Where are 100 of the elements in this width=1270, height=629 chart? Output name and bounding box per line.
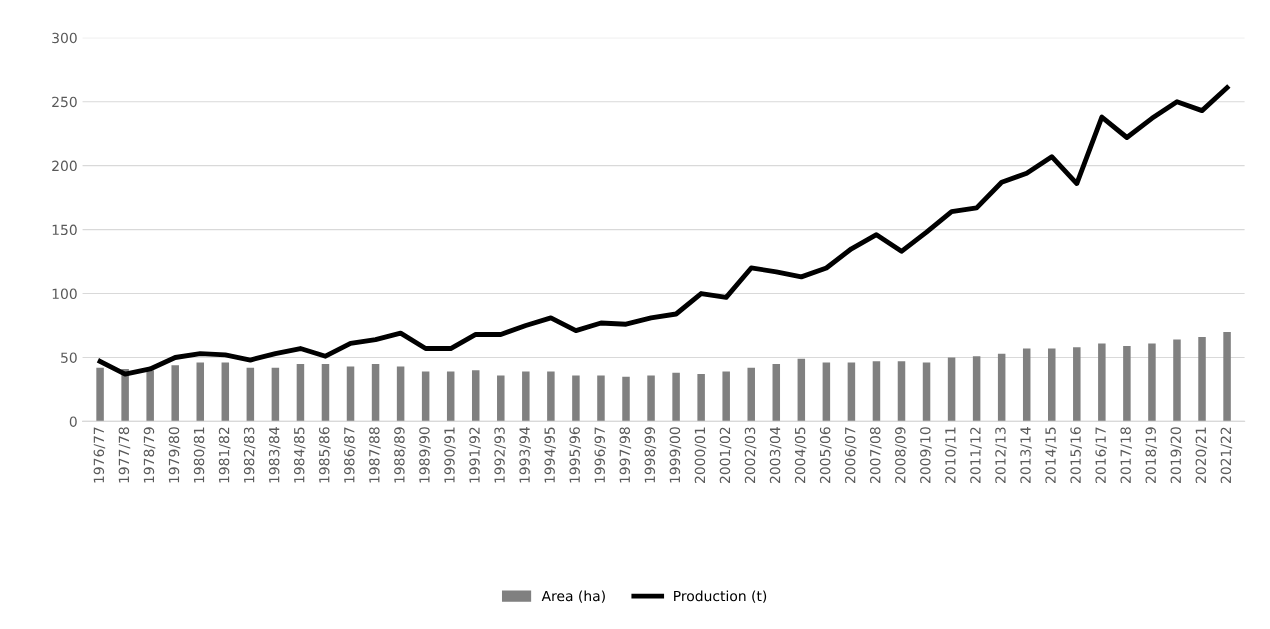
bar	[572, 375, 580, 422]
x-tick-label: 1981/82	[218, 427, 231, 483]
x-tick-label: 2014/15	[1045, 427, 1057, 483]
bar	[672, 372, 680, 422]
bar	[972, 356, 981, 422]
bar	[597, 375, 605, 422]
bar	[1048, 348, 1056, 422]
x-tick-label: 1983/84	[268, 427, 281, 483]
bar	[497, 375, 505, 422]
bar	[296, 363, 305, 422]
bar	[822, 362, 831, 422]
x-tick-label: 1989/90	[419, 427, 431, 483]
bar	[346, 366, 355, 422]
bar	[922, 362, 931, 422]
x-tick-label: 2008/09	[895, 427, 907, 483]
x-tick-label: 2003/04	[769, 427, 782, 483]
legend-label: Production (t)	[674, 590, 767, 603]
x-tick-label: 2015/16	[1070, 427, 1082, 483]
bar	[246, 367, 255, 422]
x-tick-label: 2019/20	[1170, 427, 1183, 483]
bar	[171, 365, 179, 422]
bar	[446, 371, 455, 422]
x-tick-label: 1987/88	[369, 427, 381, 483]
bar	[1198, 337, 1206, 422]
x-tick-label: 1995/96	[569, 427, 582, 483]
bar	[146, 370, 154, 422]
bar	[221, 362, 230, 422]
bar	[997, 353, 1006, 422]
y-tick-label: 250	[52, 96, 77, 108]
x-tick-label: 1985/86	[319, 427, 331, 483]
bar	[772, 363, 781, 422]
y-tick-label: 0	[69, 416, 77, 427]
bar	[522, 371, 530, 422]
bar	[396, 366, 405, 422]
x-tick-label: 1980/81	[193, 427, 206, 483]
bar	[1173, 339, 1181, 422]
bar	[847, 362, 856, 422]
x-tick-label: 1982/83	[243, 427, 256, 483]
bar	[471, 370, 480, 422]
x-tick-label: 2010/11	[945, 427, 957, 483]
x-tick-label: 2017/18	[1120, 427, 1133, 483]
bar	[722, 371, 730, 422]
bar	[121, 368, 129, 422]
bar	[371, 363, 380, 422]
bar	[622, 376, 630, 422]
bar	[897, 361, 906, 422]
bar	[421, 371, 430, 422]
x-tick-label: 1976/77	[93, 427, 106, 483]
bar	[196, 362, 205, 422]
legend-label: Area (ha)	[541, 590, 605, 603]
x-tick-label: 1992/93	[494, 427, 506, 483]
x-tick-label: 2012/13	[995, 427, 1007, 483]
x-tick-label: 1990/91	[444, 427, 456, 483]
bar	[1073, 347, 1081, 422]
bar	[1123, 345, 1131, 422]
x-tick-label: 1996/97	[594, 427, 607, 483]
bar	[947, 357, 956, 422]
y-tick-label: 150	[52, 224, 77, 236]
x-tick-label: 1979/80	[168, 427, 181, 483]
bar	[797, 358, 806, 422]
x-tick-label: 1977/78	[118, 427, 131, 483]
bar	[697, 374, 705, 422]
x-tick-label: 1999/00	[669, 427, 682, 483]
x-tick-label: 2005/06	[819, 427, 832, 483]
y-tick-label: 300	[52, 32, 77, 44]
bar	[1223, 331, 1231, 422]
bar	[96, 367, 104, 422]
x-tick-label: 2001/02	[719, 427, 732, 483]
x-tick-label: 2007/08	[869, 427, 882, 483]
bar	[1148, 343, 1156, 422]
bar	[547, 371, 555, 422]
x-tick-label: 2020/21	[1195, 427, 1208, 483]
x-tick-label: 1997/98	[619, 427, 632, 483]
bar	[747, 367, 755, 422]
x-tick-label: 2006/07	[844, 427, 857, 483]
x-tick-label: 2018/19	[1145, 427, 1158, 483]
line-series	[97, 85, 1230, 377]
x-tick-label: 2013/14	[1020, 427, 1032, 483]
x-tick-label: 2009/10	[920, 427, 932, 483]
x-tick-label: 1991/92	[469, 427, 481, 483]
x-tick-label: 1988/89	[394, 427, 406, 483]
x-tick-label: 2021/22	[1220, 427, 1233, 483]
x-tick-label: 1984/85	[293, 427, 306, 483]
y-tick-label: 200	[52, 160, 77, 172]
x-tick-label: 1994/95	[544, 427, 556, 483]
y-tick-label: 100	[52, 288, 77, 300]
x-tick-label: 1986/87	[344, 427, 356, 483]
x-tick-label: 2016/17	[1095, 427, 1107, 483]
x-tick-label: 1978/79	[143, 427, 156, 483]
x-tick-label: 2000/01	[694, 427, 707, 483]
y-tick-label: 50	[61, 352, 77, 363]
bar	[1022, 348, 1031, 422]
bar	[271, 367, 280, 422]
bar	[647, 375, 655, 422]
x-tick-label: 2011/12	[970, 427, 982, 483]
x-tick-label: 2002/03	[744, 427, 757, 483]
bar	[321, 363, 330, 422]
x-tick-label: 1998/99	[644, 427, 657, 483]
bar	[872, 361, 881, 422]
bar	[1098, 343, 1106, 422]
